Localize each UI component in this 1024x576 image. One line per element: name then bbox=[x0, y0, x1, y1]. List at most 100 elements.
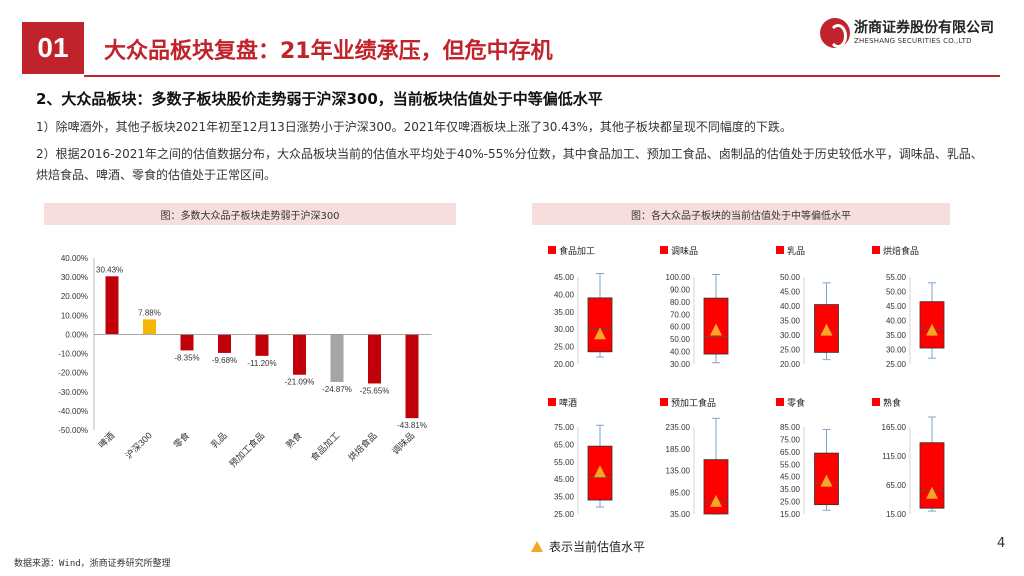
box-ytick-label: 40.00 bbox=[670, 348, 691, 357]
bar-category-label: 零食 bbox=[171, 430, 192, 451]
right-chart-caption: 图：各大众品子板块的当前估值处于中等偏低水平 bbox=[532, 203, 950, 225]
box-ytick-label: 35.00 bbox=[780, 485, 801, 494]
box-legend-swatch bbox=[872, 398, 880, 406]
current-valuation-marker bbox=[594, 465, 606, 478]
current-valuation-marker bbox=[710, 323, 722, 336]
bar-乳品 bbox=[218, 334, 231, 353]
bar-烘焙食品 bbox=[368, 334, 381, 384]
current-valuation-marker bbox=[820, 323, 833, 336]
bar-ytick-label: 0.00% bbox=[65, 330, 88, 339]
box-ytick-label: 85.00 bbox=[780, 423, 801, 432]
box-ytick-label: 75.00 bbox=[554, 423, 575, 432]
box-ytick-label: 235.00 bbox=[666, 423, 691, 432]
box-ytick-label: 60.00 bbox=[670, 323, 691, 332]
box-legend-label: 啤酒 bbox=[559, 397, 577, 408]
bar-value-label: -25.65% bbox=[360, 386, 390, 395]
bar-category-label: 调味品 bbox=[390, 430, 417, 457]
bar-value-label: -24.87% bbox=[322, 385, 352, 394]
bar-ytick-label: -30.00% bbox=[58, 388, 88, 397]
bar-value-label: -11.20% bbox=[247, 359, 276, 368]
box-ytick-label: 35.00 bbox=[554, 308, 575, 317]
box-ytick-label: 65.00 bbox=[886, 481, 907, 490]
box-ytick-label: 45.00 bbox=[554, 273, 575, 282]
box-ytick-label: 55.00 bbox=[780, 460, 801, 469]
current-valuation-marker bbox=[926, 323, 938, 336]
left-chart-caption: 图：多数大众品子板块走势弱于沪深300 bbox=[44, 203, 456, 225]
bar-category-label: 预加工食品 bbox=[227, 430, 267, 470]
box-legend-swatch bbox=[872, 246, 880, 254]
logo-chinese-name: 浙商证券股份有限公司 bbox=[854, 20, 994, 36]
triangle-marker-icon bbox=[531, 541, 543, 552]
page-title: 大众品板块复盘：21年业绩承压，但危中存机 bbox=[104, 39, 553, 64]
bar-ytick-label: -40.00% bbox=[58, 407, 88, 416]
box-ytick-label: 65.00 bbox=[554, 440, 575, 449]
bar-ytick-label: 20.00% bbox=[61, 292, 88, 301]
box-ytick-label: 15.00 bbox=[886, 510, 907, 519]
box-ytick-label: 25.00 bbox=[886, 360, 907, 369]
box-ytick-label: 35.00 bbox=[780, 317, 801, 326]
box-ytick-label: 15.00 bbox=[780, 510, 801, 519]
box-ytick-label: 115.00 bbox=[882, 452, 906, 461]
box-ytick-label: 25.00 bbox=[554, 343, 575, 352]
box-ytick-label: 135.00 bbox=[666, 467, 691, 476]
box-ytick-label: 70.00 bbox=[670, 310, 691, 319]
bar-category-label: 乳品 bbox=[208, 430, 229, 451]
box-legend-label: 熟食 bbox=[883, 397, 901, 408]
logo-english-name: ZHESHANG SECURITIES CO.,LTD bbox=[854, 37, 972, 45]
section-subtitle: 2、大众品板块：多数子板块股价走势弱于沪深300，当前板块估值处于中等偏低水平 bbox=[36, 90, 603, 108]
box-ytick-label: 50.00 bbox=[886, 288, 907, 297]
box-body-啤酒 bbox=[587, 445, 613, 501]
box-legend-label: 零食 bbox=[787, 397, 805, 408]
box-ytick-label: 30.00 bbox=[886, 346, 907, 355]
current-valuation-marker bbox=[594, 327, 606, 340]
box-ytick-label: 40.00 bbox=[886, 317, 907, 326]
box-legend-swatch bbox=[660, 398, 668, 406]
bar-ytick-label: -50.00% bbox=[58, 426, 88, 435]
bar-category-label: 熟食 bbox=[283, 430, 304, 451]
logo-icon bbox=[820, 18, 850, 48]
bar-value-label: -43.81% bbox=[397, 421, 427, 430]
paragraph-2: 2）根据2016-2021年之间的估值数据分布，大众品板块当前的估值水平均处于4… bbox=[36, 147, 983, 182]
box-ytick-label: 65.00 bbox=[780, 448, 801, 457]
box-ytick-label: 75.00 bbox=[780, 435, 801, 444]
box-ytick-label: 45.00 bbox=[886, 302, 907, 311]
box-ytick-label: 45.00 bbox=[554, 475, 575, 484]
section-number-badge: 01 bbox=[22, 22, 84, 74]
bar-category-label: 烘焙食品 bbox=[346, 430, 379, 463]
box-ytick-label: 80.00 bbox=[670, 298, 691, 307]
bar-ytick-label: 30.00% bbox=[61, 273, 88, 282]
box-ytick-label: 55.00 bbox=[886, 273, 907, 282]
box-ytick-label: 35.00 bbox=[554, 493, 575, 502]
box-ytick-label: 45.00 bbox=[780, 473, 801, 482]
bar-ytick-label: -20.00% bbox=[58, 369, 88, 378]
box-ytick-label: 35.00 bbox=[670, 510, 691, 519]
bar-value-label: 30.43% bbox=[96, 265, 123, 274]
box-ytick-label: 100.00 bbox=[666, 273, 691, 282]
bar-value-label: -8.35% bbox=[174, 353, 199, 362]
box-legend-label: 烘焙食品 bbox=[883, 245, 919, 256]
current-valuation-legend: 表示当前估值水平 bbox=[531, 538, 645, 555]
box-ytick-label: 40.00 bbox=[554, 290, 575, 299]
box-legend-swatch bbox=[776, 246, 784, 254]
bar-value-label: 7.88% bbox=[138, 308, 161, 317]
box-ytick-label: 30.00 bbox=[670, 360, 691, 369]
box-legend-label: 食品加工 bbox=[559, 245, 595, 256]
current-valuation-marker bbox=[710, 494, 722, 507]
page-number: 4 bbox=[997, 536, 1006, 551]
bar-调味品 bbox=[405, 334, 419, 419]
header-divider bbox=[84, 75, 1000, 77]
bar-ytick-label: -10.00% bbox=[58, 350, 88, 359]
bar-零食 bbox=[180, 334, 194, 351]
bar-沪深300 bbox=[143, 319, 156, 335]
box-ytick-label: 85.00 bbox=[670, 488, 691, 497]
box-ytick-label: 45.00 bbox=[780, 288, 801, 297]
bar-ytick-label: 40.00% bbox=[61, 254, 88, 263]
box-ytick-label: 90.00 bbox=[670, 285, 691, 294]
box-ytick-label: 50.00 bbox=[670, 335, 691, 344]
box-ytick-label: 25.00 bbox=[554, 510, 575, 519]
box-legend-swatch bbox=[548, 246, 556, 254]
bar-value-label: -9.68% bbox=[212, 356, 237, 365]
box-ytick-label: 25.00 bbox=[780, 346, 801, 355]
current-valuation-marker bbox=[926, 486, 938, 499]
